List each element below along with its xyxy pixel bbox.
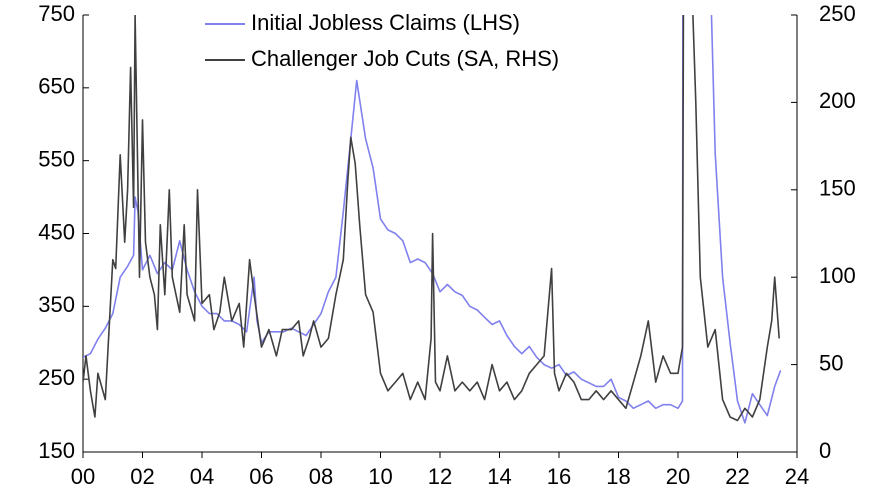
x-tick-label: 18 (606, 464, 630, 489)
x-tick-label: 04 (190, 464, 214, 489)
legend-label: Initial Jobless Claims (LHS) (251, 10, 520, 35)
x-tick-label: 06 (249, 464, 273, 489)
x-tick-label: 08 (309, 464, 333, 489)
x-tick-label: 02 (130, 464, 154, 489)
x-tick-label: 10 (368, 464, 392, 489)
y2-tick-label: 250 (819, 1, 856, 26)
x-tick-label: 20 (666, 464, 690, 489)
y-tick-label: 250 (38, 365, 75, 390)
x-tick-label: 14 (487, 464, 511, 489)
x-tick-label: 16 (547, 464, 571, 489)
y-tick-label: 750 (38, 1, 75, 26)
y-tick-label: 550 (38, 146, 75, 171)
y2-tick-label: 50 (819, 350, 843, 375)
y2-tick-label: 200 (819, 88, 856, 113)
y-tick-label: 150 (38, 438, 75, 463)
x-tick-label: 22 (725, 464, 749, 489)
x-tick-label: 12 (428, 464, 452, 489)
y2-tick-label: 0 (819, 438, 831, 463)
x-tick-label: 00 (71, 464, 95, 489)
series-line (83, 15, 780, 422)
y-tick-label: 650 (38, 74, 75, 99)
x-tick-label: 24 (785, 464, 809, 489)
y-tick-label: 450 (38, 219, 75, 244)
legend-label: Challenger Job Cuts (SA, RHS) (251, 46, 559, 71)
y2-tick-label: 100 (819, 263, 856, 288)
y2-tick-label: 150 (819, 176, 856, 201)
y-tick-label: 350 (38, 292, 75, 317)
